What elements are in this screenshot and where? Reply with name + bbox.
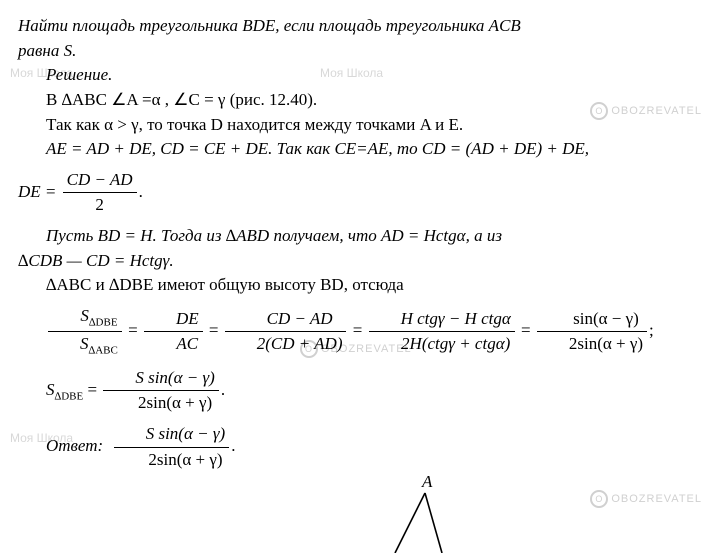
ratio-equation: S∆DBE S∆ABC = DE AC = CD − AD 2(CD + AD)… [18,304,702,360]
solution-label: Решение. [18,63,702,88]
paragraph-bd-h: Пусть BD = H. Тогда из ∆ABD получаем, чт… [18,224,702,249]
step-1: В ∆ABC ∠A =α , ∠C = γ (рис. 12.40). [18,88,702,113]
watermark-obozrevatel-3: OOBOZREVATEL [590,490,702,508]
answer-line: Ответ: S sin(α − γ) 2sin(α + γ) . [18,422,702,472]
result-equation: S∆DBE = S sin(α − γ) 2sin(α + γ) . [18,366,702,416]
triangle-vertex-a: A [421,473,433,491]
step-2: Так как α > γ, то точка D находится межд… [18,113,702,138]
triangle-figure: A [380,473,470,553]
content-wrap: Найти площадь треугольника BDE, если пло… [18,14,702,472]
problem-line-2: равна S. [18,39,702,64]
step-3: AE = AD + DE, CD = CE + DE. Так как CE=A… [18,137,702,162]
paragraph-common-height: ∆ABC и ∆DBE имеют общую высоту BD, отсюд… [18,273,702,298]
paragraph-cdb: ∆CDB — CD = Hctgγ. [18,249,702,274]
fraction-de: DE = CD − AD 2 . [18,168,702,218]
problem-line-1: Найти площадь треугольника BDE, если пло… [18,14,702,39]
